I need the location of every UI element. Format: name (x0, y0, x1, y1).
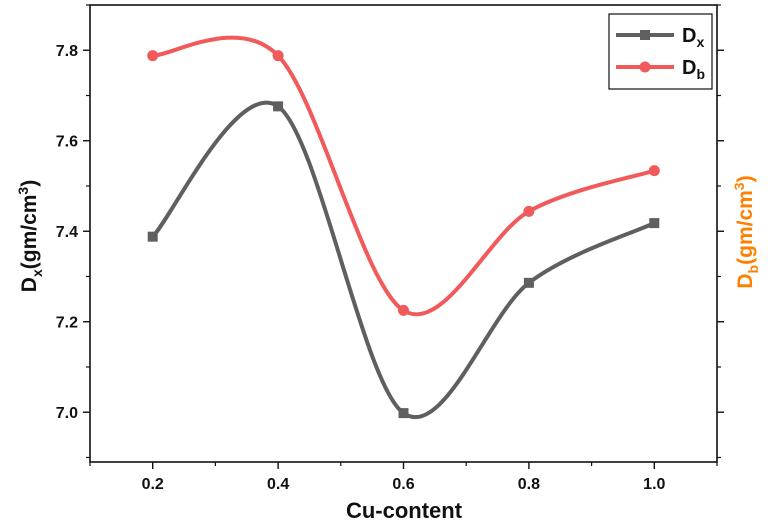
y-left-title-unit: (gm/cm (18, 195, 41, 270)
y-tick-label: 7.4 (56, 224, 78, 241)
legend-marker-square (640, 30, 650, 40)
series-db-point (648, 165, 660, 177)
legend-box (608, 13, 713, 90)
x-axis-title: Cu-content (346, 498, 463, 523)
y-tick-label: 7.2 (56, 315, 78, 332)
series-dx-line (151, 100, 656, 419)
y-right-title-sup: 3 (731, 182, 747, 190)
legend-entry-db: Db (616, 57, 705, 82)
y-tick-label: 7.6 (56, 134, 78, 151)
series-dx-point (398, 408, 409, 419)
y-right-title-close: ) (734, 175, 757, 182)
series-db-point (523, 205, 535, 217)
series-db-point (272, 50, 284, 62)
legend-dx-main: D (682, 25, 696, 47)
y-right-title-sub: b (745, 265, 761, 274)
y-left-title-close: ) (18, 180, 41, 187)
legend-db-main: D (682, 57, 696, 79)
series-db-point (398, 304, 409, 316)
y-axis-title-right: Db(gm/cm3) (731, 175, 761, 288)
legend-dx-sub: x (696, 34, 704, 50)
series-dx-point (523, 277, 534, 288)
series-dx-point (649, 218, 660, 229)
legend-marker-circle (639, 61, 651, 73)
y-tick-label: 7.0 (56, 405, 78, 422)
series-db-line (152, 35, 655, 317)
axes-layer: 0.2 0.4 0.6 0.8 1.0 7.0 7.2 7.4 7.6 7.8 (56, 4, 724, 493)
y-left-title-sub: x (29, 269, 45, 277)
series-dx-point (147, 231, 158, 242)
legend-label-db: Db (682, 57, 705, 82)
series-layer (147, 35, 660, 419)
series-dx-point (273, 101, 284, 112)
y-right-title-main: D (734, 273, 757, 288)
y-left-title-main: D (18, 277, 41, 292)
x-tick-label: 0.6 (392, 476, 414, 493)
y-left-title-sup: 3 (15, 187, 31, 195)
y-tick-label: 7.8 (56, 43, 78, 60)
legend-label-dx: Dx (682, 25, 704, 50)
y-axis-title-left: Dx(gm/cm3) (15, 180, 45, 292)
legend-entry-dx: Dx (616, 25, 704, 50)
x-tick-label: 1.0 (643, 476, 665, 493)
legend-db-sub: b (696, 66, 705, 82)
legend: Dx Db (608, 13, 713, 90)
x-tick-label: 0.2 (142, 476, 164, 493)
x-tick-label: 0.8 (518, 476, 540, 493)
x-tick-label: 0.4 (267, 476, 289, 493)
y-right-title-unit: (gm/cm (734, 190, 757, 265)
series-db-point (147, 50, 159, 62)
